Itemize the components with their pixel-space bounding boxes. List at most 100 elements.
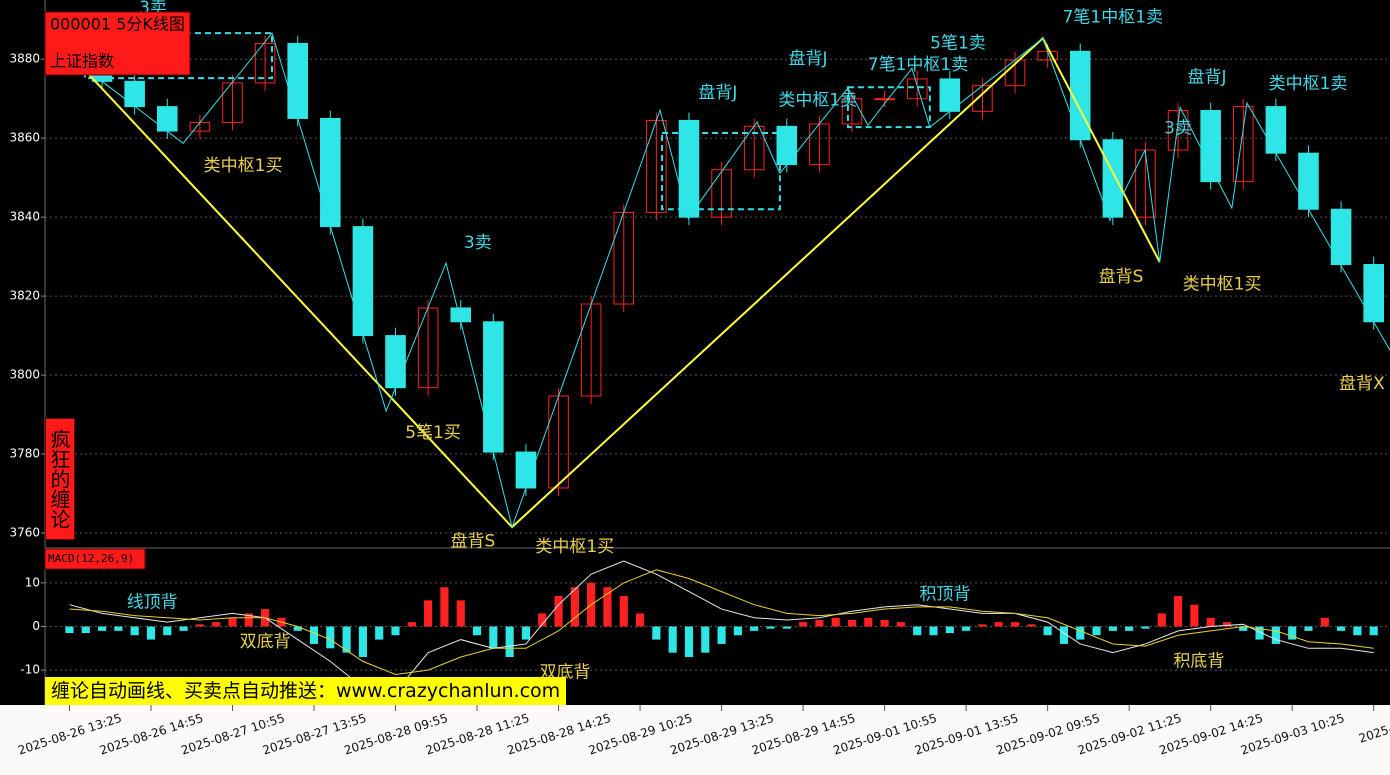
y-tick-label: 3840 [9,210,40,224]
macd-bar [701,626,710,653]
macd-bar [733,626,742,636]
macd-bar [896,622,905,627]
annotation: 类中枢1买 [204,156,283,176]
line-series [69,569,1374,675]
annotation: 5笔1卖 [930,33,986,53]
macd-bar [717,626,726,644]
macd-bar [880,619,889,627]
macd-bar [1320,617,1329,627]
macd-bar [603,587,612,627]
macd-bar [570,587,579,627]
macd-bar [1043,626,1052,636]
macd-title-box [44,548,146,570]
macd-bar [554,595,563,627]
candle-body [906,78,928,100]
macd-bar [994,622,1003,627]
macd-bar [1222,622,1232,627]
macd-bar [799,622,808,627]
macd-bar [440,587,449,627]
macd-panel [45,560,1390,693]
zhongshu-box [846,86,931,129]
candle-body [385,335,406,389]
macd-bar [391,626,400,636]
macd-bar [635,613,645,627]
candle-body [1265,106,1287,154]
macd-bar [1304,626,1313,631]
candle-body [254,42,276,84]
candle-body [320,117,341,228]
candle-body [1167,110,1189,151]
macd-bar [163,626,172,636]
side-label: 疯狂的缠论 [45,418,75,540]
macd-bar [684,626,694,658]
macd-bar [342,626,351,653]
macd-bar [1206,617,1215,627]
macd-bar [1271,626,1280,644]
chart-title: 000001 5分K线图 [50,15,185,34]
macd-bar [1369,626,1378,636]
annotation: 盘背J [698,83,737,103]
candle-body [678,119,700,218]
macd-bar [309,626,319,644]
y-tick-label: 0 [32,619,40,633]
macd-bar [244,613,253,627]
macd-bar [1092,626,1101,636]
macd-bar [1108,626,1117,631]
annotation: 类中枢1卖 [778,90,857,110]
candle-body [124,80,145,108]
line-series [84,36,1161,529]
candle-body [841,98,863,125]
macd-bar [228,617,237,627]
macd-bar [326,626,335,649]
macd-bar [1125,626,1134,631]
macd-bar [668,626,677,653]
annotation: 3卖 [464,233,492,253]
y-tick-label: 3880 [9,52,40,66]
macd-bar [521,626,531,640]
y-tick-label: 3800 [9,368,40,382]
candle-body [711,169,732,218]
macd-bar [424,600,433,627]
annotation: 双底背 [240,632,291,652]
candle-body [1298,152,1319,210]
macd-bar [407,622,416,627]
macd-bar [97,626,107,631]
macd-bar [1239,626,1248,631]
line-series [84,32,1390,529]
macd-bar [505,626,514,658]
candle-body [352,226,374,337]
annotation: 盘背J [788,49,827,69]
candle-body [287,42,308,119]
macd-bar [81,626,90,634]
macd-bar [1010,622,1020,627]
macd-bar [815,619,824,627]
y-tick-label: 3820 [9,289,40,303]
macd-bar [1353,626,1362,636]
annotation: 线顶背 [127,593,178,613]
candle-body [1330,208,1352,266]
macd-bar [538,613,547,627]
macd-bar [929,626,938,636]
candle-body [1102,139,1124,218]
macd-bar [212,622,221,627]
line-series [69,560,1374,693]
macd-bar [179,626,188,631]
macd-bar [195,624,204,627]
banner: 缠论自动画线、买卖点自动推送：www.crazychanlun.com [45,677,567,705]
macd-bar [978,624,987,627]
macd-bar [766,626,775,629]
macd-bar [962,626,971,631]
y-tick-label: 3760 [9,525,40,539]
x-axis-area [0,705,1390,775]
macd-bar [375,626,384,640]
main-panel [45,32,1390,534]
candle-body [1232,106,1254,183]
macd-bar [913,626,922,636]
macd-bar [472,626,482,636]
zhongshu-box [661,132,781,211]
candle-body [483,321,504,453]
annotation: 积顶背 [919,585,970,605]
macd-bar [864,617,873,627]
candle-body [874,98,895,101]
